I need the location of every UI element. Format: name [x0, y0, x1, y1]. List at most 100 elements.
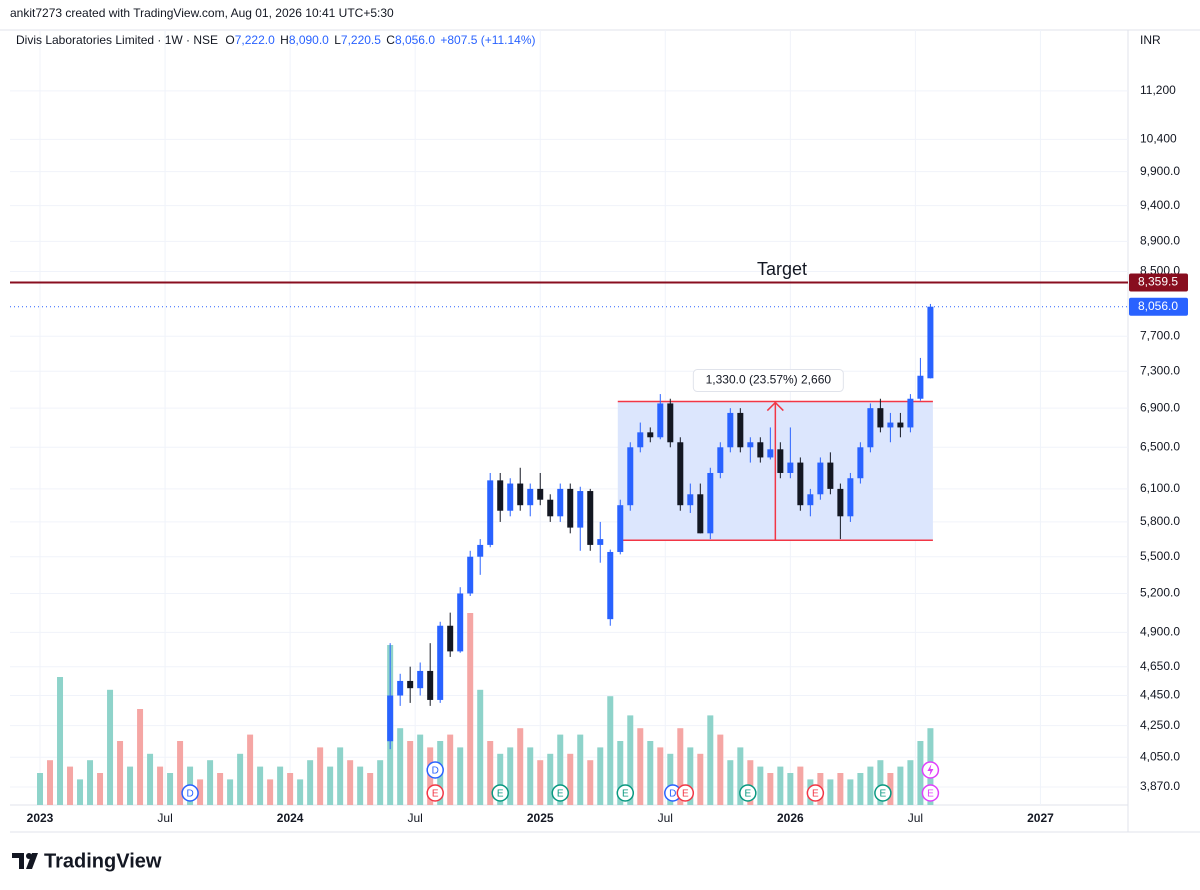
- x-tick-label: 2023: [27, 811, 54, 825]
- volume-bar: [557, 734, 564, 805]
- candle-body: [617, 505, 624, 552]
- volume-bar: [207, 760, 214, 805]
- y-tick-label: 9,400.0: [1140, 198, 1180, 212]
- measure-label: 1,330.0 (23.57%) 2,660: [692, 369, 844, 393]
- volume-bar: [457, 747, 464, 805]
- volume-bar: [607, 696, 614, 805]
- y-tick-label: 9,900.0: [1140, 164, 1180, 178]
- event-label: E: [812, 789, 819, 800]
- volume-bar: [847, 779, 854, 805]
- volume-bar: [57, 677, 64, 805]
- volume-bar: [857, 773, 864, 805]
- volume-bar: [507, 747, 514, 805]
- y-tick-label: 7,700.0: [1140, 328, 1180, 342]
- candle-body: [867, 408, 874, 448]
- event-icon: [616, 784, 635, 802]
- volume-bar: [917, 741, 924, 805]
- legend-change: +807.5 (+11.14%): [440, 33, 535, 47]
- measure-label-text: 1,330.0 (23.57%) 2,660: [706, 373, 832, 387]
- volume-bar: [247, 734, 254, 805]
- y-tick-label: 4,050.0: [1140, 749, 1180, 763]
- y-tick-label: 8,900.0: [1140, 234, 1180, 248]
- event-icon: [874, 784, 892, 802]
- volume-bar: [257, 766, 264, 805]
- volume-bar: [77, 779, 84, 805]
- volume-bar: [157, 766, 164, 805]
- volume-bar: [217, 773, 224, 805]
- volume-bar: [237, 753, 244, 805]
- candle-body: [387, 695, 394, 742]
- candle-body: [787, 462, 794, 473]
- volume-bar: [167, 773, 174, 805]
- y-tick-label: 6,500.0: [1140, 439, 1180, 453]
- event-icon: [676, 784, 695, 802]
- volume-bar: [97, 773, 104, 805]
- candle-body: [457, 593, 464, 652]
- x-tick-label: Jul: [658, 811, 673, 825]
- event-label: D: [432, 766, 439, 777]
- event-icon: [806, 784, 825, 802]
- legend-value: 8,056.0: [395, 33, 435, 47]
- candle-body: [567, 488, 574, 528]
- event-label: E: [744, 789, 751, 800]
- candle-body: [467, 556, 474, 594]
- y-tick-label: 4,650.0: [1140, 659, 1180, 673]
- volume-bar: [627, 715, 634, 805]
- candle-body: [497, 480, 504, 511]
- candle-body: [477, 544, 484, 557]
- volume-bar: [787, 773, 794, 805]
- event-icon: [426, 761, 444, 779]
- candle-body: [447, 625, 454, 652]
- candle-body: [597, 539, 604, 545]
- event-icon: [181, 784, 199, 802]
- alert-bolt: [927, 764, 934, 776]
- volume-bar: [497, 753, 504, 805]
- volume-bar: [827, 779, 834, 805]
- volume-bar: [347, 760, 354, 805]
- candle-body: [827, 462, 834, 489]
- candle-body: [527, 488, 534, 506]
- candle-body: [537, 488, 544, 500]
- candle-body: [487, 480, 494, 545]
- volume-bar: [617, 741, 624, 805]
- volume-bar: [227, 779, 234, 805]
- volume-bar: [707, 715, 714, 805]
- y-tick-label: 6,900.0: [1140, 400, 1180, 414]
- event-icon: [426, 784, 444, 802]
- volume-bar: [447, 734, 454, 805]
- volume-bar: [367, 773, 374, 805]
- event-label: E: [497, 789, 504, 800]
- volume-bar: [287, 773, 294, 805]
- volume-bar: [737, 747, 744, 805]
- x-tick-label: 2025: [527, 811, 554, 825]
- volume-bar: [47, 760, 54, 805]
- legend-key: C: [386, 33, 395, 47]
- volume-bar: [657, 747, 664, 805]
- volume-bar: [67, 766, 74, 805]
- legend: Divis Laboratories Limited · 1W · NSE O7…: [16, 33, 536, 47]
- x-tick-label: 2026: [777, 811, 804, 825]
- x-tick-label: 2027: [1027, 811, 1054, 825]
- x-tick-label: Jul: [408, 811, 423, 825]
- volume-bar: [377, 760, 384, 805]
- candle-body: [777, 449, 784, 473]
- candle-body: [677, 442, 684, 506]
- event-label: D: [669, 789, 676, 800]
- volume-bar: [407, 741, 414, 805]
- header-text: ankit7273 created with TradingView.com, …: [10, 6, 394, 20]
- volume-bar: [837, 773, 844, 805]
- candle-body: [437, 625, 444, 700]
- volume-bar: [327, 766, 334, 805]
- volume-bar: [317, 747, 324, 805]
- volume-bar: [897, 766, 904, 805]
- y-tick-label: 5,200.0: [1140, 586, 1180, 600]
- candle-body: [407, 680, 414, 689]
- legend-value: 7,220.5: [341, 33, 381, 47]
- legend-key: L: [334, 33, 341, 47]
- event-label: E: [432, 789, 439, 800]
- candle-body: [697, 494, 704, 534]
- volume-bar: [337, 747, 344, 805]
- y-tick-label: 11,200: [1140, 83, 1176, 97]
- y-tick-label: 5,800.0: [1140, 514, 1180, 528]
